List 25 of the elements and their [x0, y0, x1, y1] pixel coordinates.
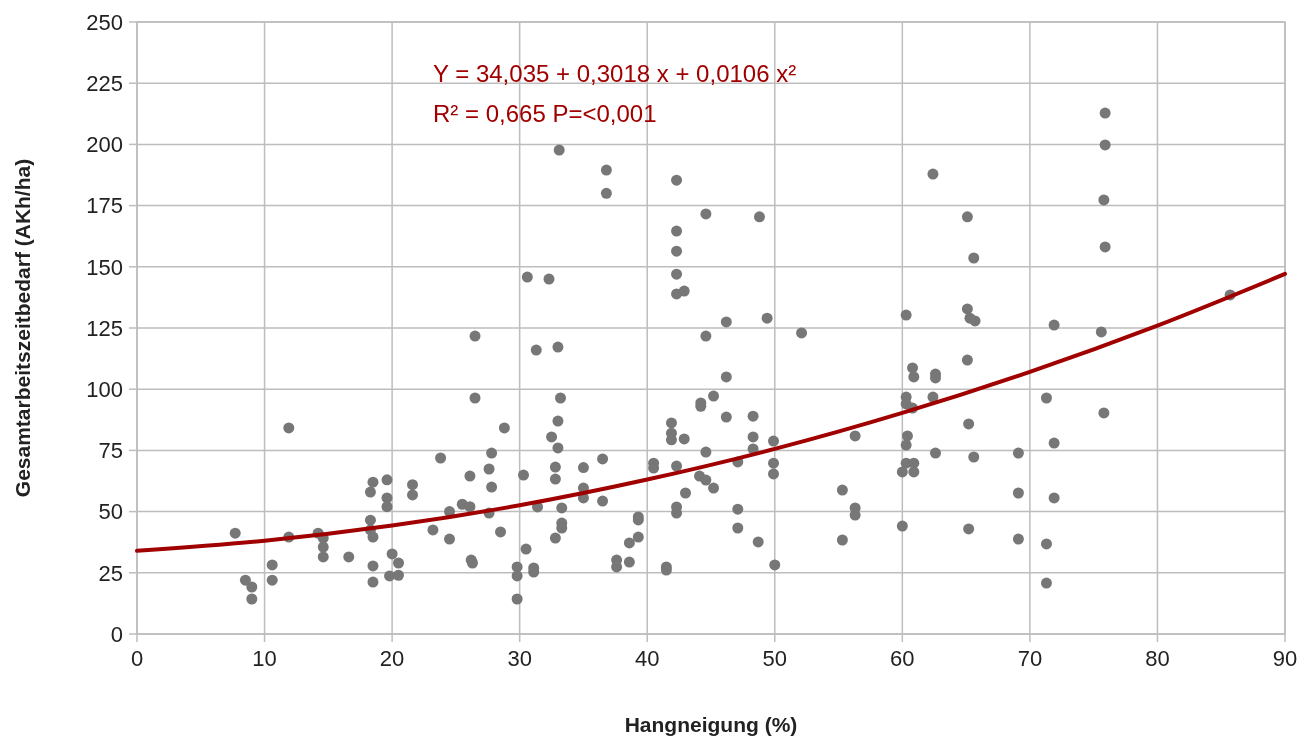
x-tick-label: 70: [1017, 646, 1043, 671]
y-tick-label: 250: [86, 9, 123, 35]
y-tick-label: 25: [98, 560, 123, 586]
x-axis-title: Hangneigung (%): [624, 713, 798, 736]
x-tick-label: 90: [1272, 646, 1298, 671]
y-tick-label: 175: [86, 193, 123, 219]
y-tick-label: 0: [110, 621, 123, 647]
x-tick-label: 60: [890, 646, 915, 671]
y-tick-label: 50: [98, 499, 123, 525]
y-axis-title: Gesamtarbeitszeitbedarf (AKh/ha): [11, 158, 34, 498]
x-tick-label: 10: [252, 646, 277, 671]
x-tick-label: 50: [762, 646, 788, 671]
x-tick-label: 30: [507, 646, 532, 671]
x-tick-label: 80: [1145, 646, 1170, 671]
annotation: R² = 0,665 P=<0,001: [433, 100, 657, 127]
annotation: Y = 34,035 + 0,3018 x + 0,0106 x²: [433, 60, 797, 87]
y-tick-label: 125: [86, 315, 123, 341]
y-tick-label: 100: [86, 376, 123, 402]
y-tick-label: 200: [86, 132, 123, 158]
y-tick-label: 225: [86, 70, 123, 96]
y-tick-label: 150: [86, 254, 123, 280]
x-tick-label: 20: [379, 646, 405, 671]
x-tick-label: 0: [130, 646, 144, 671]
x-tick-label: 40: [634, 646, 660, 671]
y-tick-label: 75: [98, 438, 123, 464]
